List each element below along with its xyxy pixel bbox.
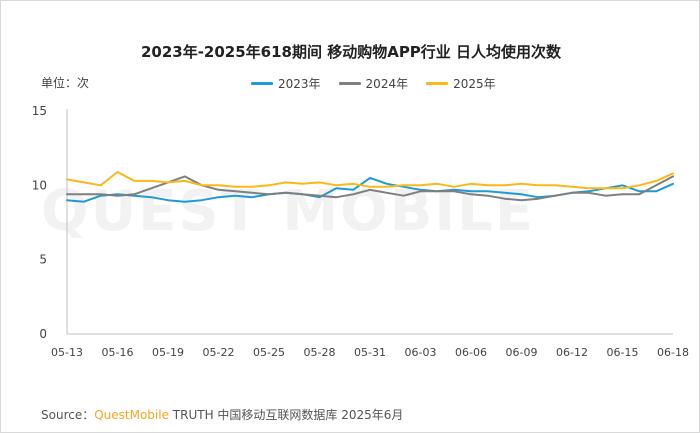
x-tick-label: 06-03 <box>405 346 437 359</box>
y-tick-label: 0 <box>39 327 47 341</box>
source-suffix: TRUTH 中国移动互联网数据库 2025年6月 <box>168 408 404 422</box>
legend-item-2: 2024年 <box>338 75 409 92</box>
y-tick-label: 15 <box>32 104 47 118</box>
series-line-3 <box>66 171 674 190</box>
x-tick-label: 05-13 <box>51 346 83 359</box>
x-tick-label: 06-09 <box>506 346 538 359</box>
legend-label: 2023年 <box>278 77 321 91</box>
legend-swatch <box>426 82 449 85</box>
legend-label: 2024年 <box>365 77 409 91</box>
source-brand: QuestMobile <box>94 408 169 422</box>
x-tick-label: 06-06 <box>455 346 487 359</box>
legend-item-3: 2025年 <box>426 75 496 92</box>
x-tick-label: 06-18 <box>657 346 689 359</box>
y-tick-label: 5 <box>39 253 47 267</box>
source-prefix: Source： <box>41 408 95 422</box>
legend-swatch <box>251 82 273 85</box>
x-tick-label: 05-19 <box>152 346 184 359</box>
legend-item-1: 2023年 <box>251 75 321 92</box>
chart-title: 2023年-2025年618期间 移动购物APP行业 日人均使用次数 <box>140 43 562 61</box>
x-tick-label: 06-12 <box>556 346 588 359</box>
legend-label: 2025年 <box>453 77 496 91</box>
legend: 2023年 2024年 2025年 <box>251 75 496 92</box>
x-tick-label: 05-31 <box>354 346 386 359</box>
legend-swatch <box>338 82 361 85</box>
x-tick-label: 05-25 <box>253 346 285 359</box>
x-tick-label: 06-15 <box>607 346 639 359</box>
source-note: Source：QuestMobile TRUTH 中国移动互联网数据库 2025… <box>41 406 403 423</box>
unit-label: 单位：次 <box>41 76 90 90</box>
x-tick-label: 05-28 <box>304 346 336 359</box>
y-tick-label: 10 <box>32 178 47 192</box>
x-tick-label: 05-22 <box>203 346 235 359</box>
x-tick-label: 05-16 <box>102 346 134 359</box>
